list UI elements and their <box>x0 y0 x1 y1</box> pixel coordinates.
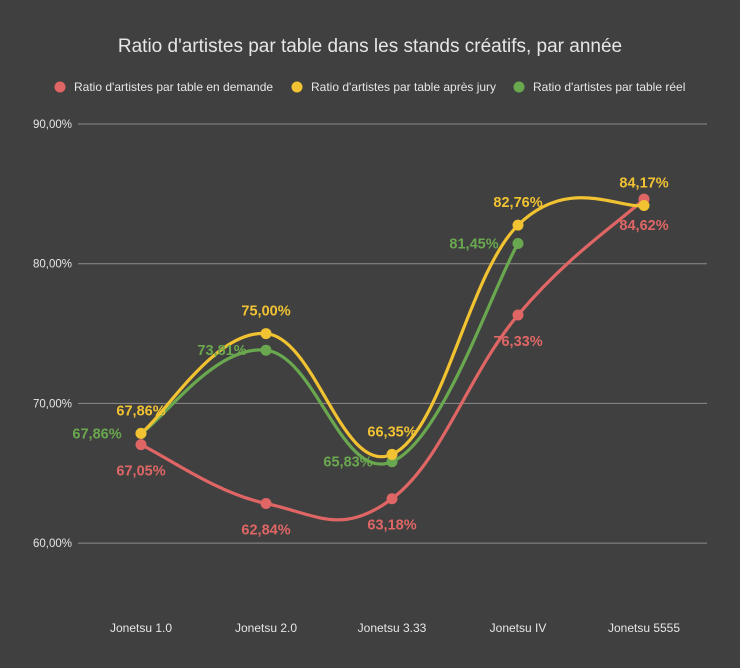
data-point-series-2 <box>260 328 272 340</box>
data-point-series-1 <box>135 439 147 451</box>
data-points <box>135 193 650 509</box>
data-point-series-1 <box>512 309 524 321</box>
data-label-series-1: 67,05% <box>116 464 165 480</box>
y-tick-label: 60,00% <box>33 538 72 550</box>
series-line-3 <box>139 241 520 466</box>
data-label-series-1: 76,33% <box>493 334 542 350</box>
data-point-series-3 <box>512 237 524 249</box>
y-tick-label: 90,00% <box>33 119 72 131</box>
legend-marker-3 <box>513 81 525 93</box>
data-label-series-1: 84,62% <box>619 218 668 234</box>
data-label-series-1: 62,84% <box>241 522 290 538</box>
series-line-1 <box>139 197 646 522</box>
legend-label-1: Ratio d'artistes par table en demande <box>74 80 273 94</box>
data-point-series-1 <box>386 493 398 505</box>
data-label-series-2: 82,76% <box>493 195 542 211</box>
data-label-series-3: 67,86% <box>72 426 121 442</box>
y-tick-label: 80,00% <box>33 259 72 271</box>
data-label-series-2: 66,35% <box>367 424 416 440</box>
data-label-series-3: 81,45% <box>449 236 498 252</box>
y-tick-label: 70,00% <box>33 398 72 410</box>
chart-title: Ratio d'artistes par table dans les stan… <box>118 36 622 57</box>
legend-label-3: Ratio d'artistes par table réel <box>533 80 685 94</box>
data-label-series-3: 65,83% <box>323 455 372 471</box>
x-tick-label: Jonetsu 5555 <box>608 621 680 635</box>
legend-marker-2 <box>291 81 303 93</box>
data-point-series-2 <box>638 199 650 211</box>
legend-marker-1 <box>54 81 66 93</box>
x-axis-ticks: Jonetsu 1.0 Jonetsu 2.0 Jonetsu 3.33 Jonets… <box>110 621 680 635</box>
y-axis-ticks: 60,00% 70,00% 80,00% 90,00% <box>33 119 72 550</box>
data-point-series-2 <box>386 448 398 460</box>
x-tick-label: Jonetsu IV <box>490 621 547 635</box>
data-labels: 67,05% 62,84% 63,18% 76,33% 84,62% 67,86% 73,8… <box>72 175 668 538</box>
data-point-series-2 <box>135 427 147 439</box>
data-label-series-2: 67,86% <box>116 403 165 419</box>
data-point-series-2 <box>512 219 524 231</box>
data-point-series-3 <box>260 344 272 356</box>
x-tick-label: Jonetsu 1.0 <box>110 621 172 635</box>
x-tick-label: Jonetsu 2.0 <box>235 621 297 635</box>
legend-label-2: Ratio d'artistes par table après jury <box>311 80 496 94</box>
data-label-series-2: 84,17% <box>619 175 668 191</box>
data-label-series-1: 63,18% <box>367 518 416 534</box>
legend: Ratio d'artistes par table en demande Rat… <box>54 80 685 94</box>
gridlines <box>78 123 707 544</box>
data-point-series-1 <box>260 497 272 509</box>
data-label-series-3: 73,81% <box>197 343 246 359</box>
data-label-series-2: 75,00% <box>241 304 290 320</box>
x-tick-label: Jonetsu 3.33 <box>358 621 427 635</box>
